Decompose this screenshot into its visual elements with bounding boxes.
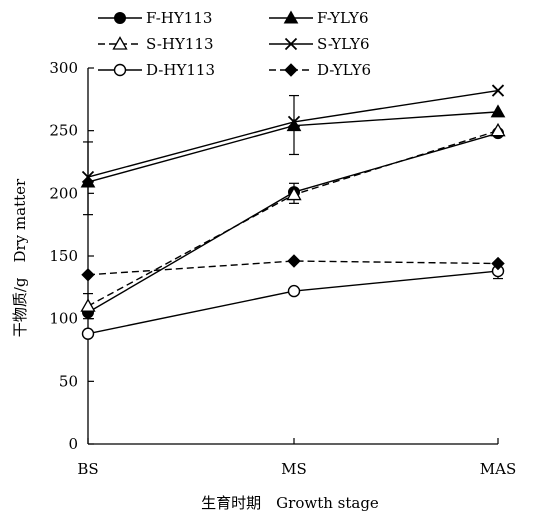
data-point-s-hy113-bs: [80, 298, 96, 312]
legend-marker-s-yly6: [284, 37, 298, 51]
data-point-s-hy113-mas: [490, 122, 506, 137]
y-tick-label: 50: [59, 372, 78, 390]
legend-marker-s-hy113: [112, 36, 128, 50]
legend-label-d-yly6: D-YLY6: [317, 61, 371, 79]
legend-marker-d-yly6: [284, 63, 298, 77]
y-tick-label: 150: [49, 247, 78, 265]
legend-marker-f-hy113: [114, 12, 126, 24]
data-point-f-yly6-mas: [490, 104, 506, 118]
series-line-s-hy113: [87, 129, 499, 307]
legend-marker-d-hy113: [113, 63, 127, 77]
data-point-s-yly6-ms: [287, 115, 301, 129]
legend-label-s-hy113: S-HY113: [146, 35, 214, 53]
data-point-d-hy113-bs: [81, 327, 95, 340]
data-point-s-yly6-mas: [491, 84, 505, 97]
x-tick-label: MS: [281, 460, 307, 478]
x-tick-label: BS: [77, 460, 98, 478]
series-line-d-yly6: [87, 260, 499, 276]
data-point-s-hy113-ms: [286, 186, 302, 201]
series-line-s-yly6: [87, 89, 499, 178]
y-tick-label: 100: [49, 310, 78, 328]
y-tick-label: 200: [49, 184, 78, 202]
x-tick-label: MAS: [480, 460, 516, 478]
x-axis-label: 生育时期 Growth stage: [201, 494, 379, 512]
data-point-d-yly6-bs: [81, 268, 95, 282]
data-point-d-yly6-mas: [491, 256, 505, 271]
legend-label-f-hy113: F-HY113: [146, 9, 212, 27]
legend-label-f-yly6: F-YLY6: [317, 9, 369, 27]
y-tick-label: 300: [49, 59, 78, 77]
y-tick-label: 0: [68, 435, 78, 453]
y-axis-label: 干物质/g Dry matter: [11, 178, 29, 337]
series-line-d-hy113: [87, 270, 499, 335]
y-tick-label: 250: [49, 122, 78, 140]
series-markers: [80, 84, 506, 340]
data-point-d-hy113-ms: [287, 284, 301, 298]
data-point-s-yly6-bs: [81, 170, 95, 184]
data-point-d-yly6-ms: [287, 254, 301, 268]
legend-label-s-yly6: S-YLY6: [317, 35, 370, 53]
legend-marker-f-yly6: [283, 10, 299, 24]
legend: F-HY113 F-YLY6 S-HY113 S-YLY6 D-HY113 D-YLY6: [98, 9, 371, 79]
legend-label-d-hy113: D-HY113: [146, 61, 215, 79]
axes: 0 50 100 150 200 250 300 BS MS MAS: [49, 59, 516, 478]
